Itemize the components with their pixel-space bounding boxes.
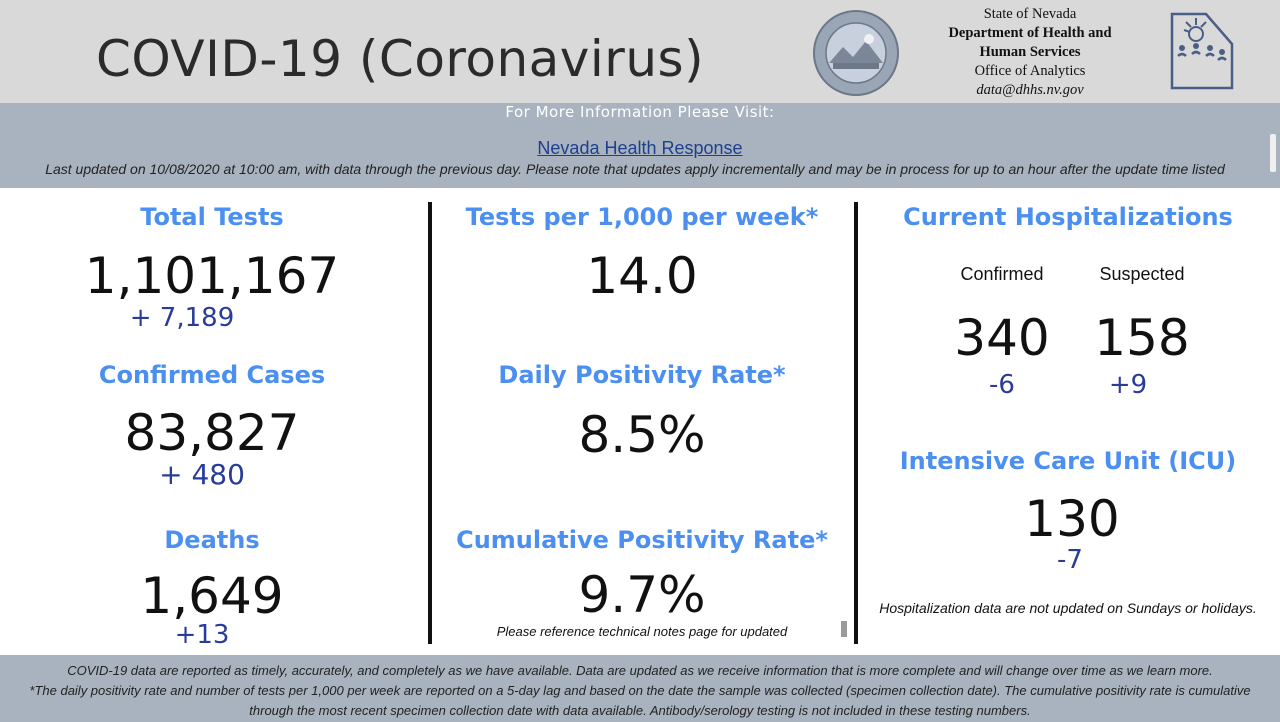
info-scrollbar[interactable] [1270, 134, 1276, 172]
info-visit-text: For More Information Please Visit: [505, 103, 775, 121]
icu-value: 130 [1024, 490, 1120, 548]
hospitalization-note: Hospitalization data are not updated on … [879, 600, 1257, 616]
confirmed-cases-delta: + 480 [159, 458, 245, 491]
hosp-suspected-value: 158 [1094, 309, 1190, 367]
deaths-delta: +13 [174, 620, 230, 650]
daily-positivity-value: 8.5% [578, 406, 706, 464]
agency-office: Office of Analytics [974, 63, 1086, 79]
icu-label: Intensive Care Unit (ICU) [899, 447, 1237, 475]
deaths-label: Deaths [164, 526, 260, 554]
column-divider-left [428, 202, 432, 644]
hosp-confirmed-value: 340 [954, 309, 1050, 367]
dhhs-logo-icon [1170, 12, 1234, 90]
footer-line-2: *The daily positivity rate and number of… [29, 683, 1251, 718]
hosp-suspected-delta: +9 [1108, 370, 1148, 400]
agency-email: data@dhhs.nv.gov [976, 82, 1084, 98]
hosp-confirmed-delta: -6 [989, 370, 1015, 400]
confirmed-cases-label: Confirmed Cases [98, 361, 326, 389]
cumulative-positivity-value: 9.7% [578, 566, 706, 624]
agency-department: Department of Health and [948, 25, 1112, 41]
agency-block: State of Nevada Department of Health and… [930, 5, 1130, 100]
icu-delta: -7 [1057, 545, 1083, 575]
daily-positivity-label: Daily Positivity Rate* [498, 361, 786, 389]
total-tests-delta: + 7,189 [129, 303, 235, 333]
footer-notes: COVID-19 data are reported as timely, ac… [0, 655, 1280, 722]
total-tests-value: 1,101,167 [84, 247, 340, 305]
cumulative-positivity-label: Cumulative Positivity Rate* [456, 526, 828, 554]
header: COVID-19 (Coronavirus) State of Nevada D… [0, 0, 1280, 103]
current-hospitalizations-label: Current Hospitalizations [903, 203, 1233, 231]
nevada-health-response-link[interactable]: Nevada Health Response [537, 138, 743, 158]
agency-state: State of Nevada [983, 6, 1077, 22]
deaths-value: 1,649 [140, 567, 284, 625]
column-divider-right [854, 202, 858, 644]
confirmed-cases-value: 83,827 [124, 404, 300, 462]
agency-department-cont: Human Services [979, 44, 1081, 60]
last-updated-text: Last updated on 10/08/2020 at 10:00 am, … [45, 161, 1225, 177]
notes-scrollbar[interactable] [841, 621, 847, 637]
total-tests-label: Total Tests [140, 203, 284, 231]
hosp-confirmed-label: Confirmed [960, 264, 1044, 284]
footer-line-1: COVID-19 data are reported as timely, ac… [67, 663, 1213, 678]
page-title: COVID-19 (Coronavirus) [96, 30, 705, 88]
tests-per-1000-value: 14.0 [586, 247, 698, 305]
info-band: For More Information Please Visit: Nevad… [0, 103, 1280, 188]
tests-per-1000-label: Tests per 1,000 per week* [465, 203, 819, 231]
nevada-state-seal-icon [813, 10, 899, 96]
hosp-suspected-label: Suspected [1099, 264, 1185, 284]
technical-notes-text: Please reference technical notes page fo… [496, 624, 788, 639]
